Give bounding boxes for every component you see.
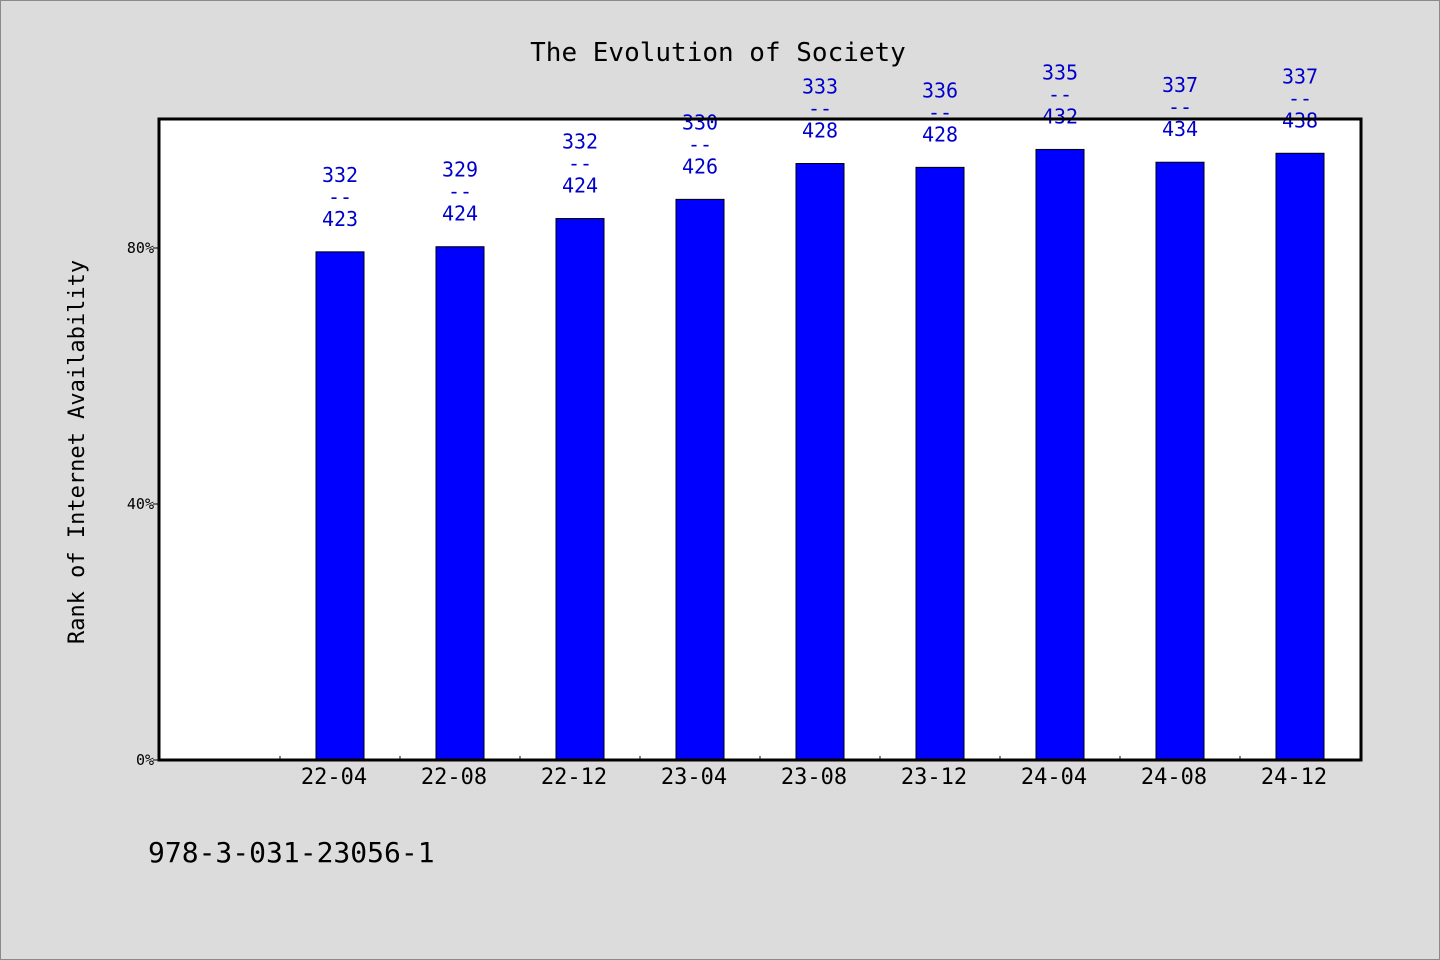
data-label-top: 337 xyxy=(1282,64,1318,88)
data-label-separator: -- xyxy=(1048,82,1072,106)
bar xyxy=(435,246,485,761)
bar xyxy=(555,218,605,761)
x-tick-label: 24-08 xyxy=(1141,765,1207,790)
bar xyxy=(1035,148,1085,761)
data-label-bottom: 424 xyxy=(562,174,598,198)
data-label-separator: -- xyxy=(568,152,592,176)
data-label-top: 336 xyxy=(922,78,958,102)
x-tick-label: 23-08 xyxy=(781,765,847,790)
bar xyxy=(1275,152,1325,761)
chart-title: The Evolution of Society xyxy=(530,38,906,68)
data-label-bottom: 428 xyxy=(922,122,958,146)
data-label-top: 337 xyxy=(1162,73,1198,97)
data-label-top: 333 xyxy=(802,75,838,99)
plot-frame xyxy=(157,117,1363,762)
y-axis-label: Rank of Internet Availability xyxy=(65,260,90,644)
x-tick-label: 22-04 xyxy=(301,765,367,790)
bar xyxy=(1155,161,1205,761)
data-label-top: 332 xyxy=(562,130,598,154)
x-tick-label: 23-12 xyxy=(901,765,967,790)
data-label-separator: -- xyxy=(928,100,952,124)
isbn-footer: 978-3-031-23056-1 xyxy=(148,836,435,869)
x-tick-label: 23-04 xyxy=(661,765,727,790)
bar xyxy=(675,198,725,761)
x-tick-label: 24-12 xyxy=(1261,765,1327,790)
x-tick-label: 24-04 xyxy=(1021,765,1087,790)
data-label-bottom: 432 xyxy=(1042,104,1078,128)
data-label-separator: -- xyxy=(448,180,472,204)
bars-group xyxy=(315,148,1325,761)
data-label-top: 329 xyxy=(442,158,478,182)
data-label-top: 335 xyxy=(1042,60,1078,84)
x-tick-label: 22-08 xyxy=(421,765,487,790)
data-label-separator: -- xyxy=(328,185,352,209)
bar xyxy=(795,163,845,761)
bar xyxy=(315,251,365,761)
data-label-separator: -- xyxy=(1168,95,1192,119)
x-tick-label: 22-12 xyxy=(541,765,607,790)
data-label-bottom: 423 xyxy=(322,207,358,231)
data-labels-group: 22-04332--42322-08329--42422-12332--4242… xyxy=(301,60,1327,790)
data-label-bottom: 434 xyxy=(1162,117,1198,141)
y-tick-label: 80% xyxy=(127,239,154,257)
data-label-top: 330 xyxy=(682,110,718,134)
data-label-bottom: 426 xyxy=(682,154,718,178)
bar xyxy=(915,166,965,761)
y-tick-label: 0% xyxy=(136,751,154,769)
data-label-separator: -- xyxy=(1288,86,1312,110)
data-label-bottom: 428 xyxy=(802,119,838,143)
data-label-separator: -- xyxy=(808,97,832,121)
y-tick-label: 40% xyxy=(127,495,154,513)
data-label-separator: -- xyxy=(688,132,712,156)
data-label-top: 332 xyxy=(322,163,358,187)
data-label-bottom: 424 xyxy=(442,202,478,226)
